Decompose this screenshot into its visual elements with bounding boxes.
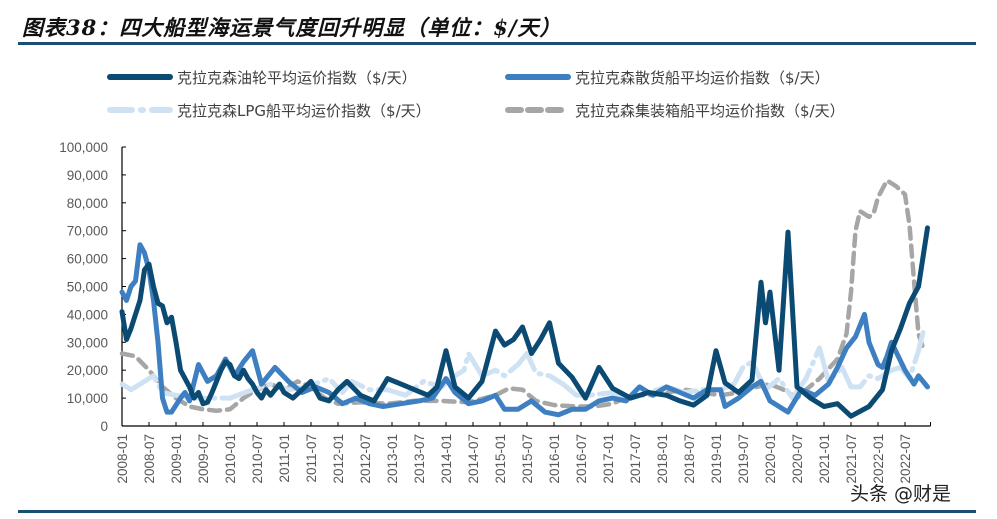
x-tick-label: 2014-01 — [439, 434, 454, 484]
x-tick-label: 2009-07 — [196, 434, 211, 484]
x-tick-label: 2016-01 — [547, 434, 562, 484]
x-tick-label: 2012-07 — [358, 434, 373, 484]
x-tick-label: 2022-01 — [871, 434, 886, 484]
series-line-3 — [119, 178, 926, 413]
x-tick-label: 2022-07 — [898, 434, 913, 484]
x-tick-label: 2019-01 — [709, 434, 724, 484]
title-rule — [18, 42, 976, 45]
footer-rule — [18, 510, 976, 513]
x-tick-label: 2020-07 — [790, 434, 805, 484]
y-tick-label: 10,000 — [67, 391, 108, 406]
x-tick-label: 2014-07 — [466, 434, 481, 484]
x-tick-label: 2011-07 — [304, 434, 319, 483]
watermark: 头条 @财是 — [850, 483, 952, 505]
chart-title: 图表38：四大船型海运景气度回升明显（单位：$/天） — [22, 15, 562, 40]
y-tick-label: 30,000 — [67, 335, 108, 350]
y-tick-label: 90,000 — [67, 168, 108, 183]
series-line-1 — [119, 242, 930, 418]
x-tick-label: 2015-07 — [520, 434, 535, 484]
y-tick-label: 80,000 — [67, 196, 108, 211]
y-tick-label: 50,000 — [67, 280, 108, 295]
x-tick-label: 2016-07 — [574, 434, 589, 484]
x-tick-label: 2018-07 — [682, 434, 697, 484]
x-tick-label: 2008-01 — [115, 434, 130, 484]
x-tick-label: 2013-01 — [385, 434, 400, 484]
legend-label-3: 克拉克森集装箱船平均运价指数（$/天） — [575, 102, 845, 120]
series-group — [119, 178, 930, 419]
series-line-2 — [119, 330, 926, 401]
x-tick-label: 2008-07 — [142, 434, 157, 484]
y-tick-label: 40,000 — [67, 307, 108, 322]
x-tick-label: 2013-07 — [412, 434, 427, 484]
x-tick-label: 2021-01 — [817, 434, 832, 484]
x-tick-label: 2021-07 — [844, 434, 859, 484]
x-tick-label: 2017-07 — [628, 434, 643, 484]
x-tick-label: 2020-01 — [763, 434, 778, 484]
x-tick-label: 2012-01 — [331, 434, 346, 484]
legend-label-0: 克拉克森油轮平均运价指数（$/天） — [177, 69, 417, 87]
x-tick-label: 2017-01 — [601, 434, 616, 484]
legend: 克拉克森油轮平均运价指数（$/天） 克拉克森散货船平均运价指数（$/天） 克拉克森L… — [107, 69, 845, 120]
x-tick-label: 2015-01 — [493, 434, 508, 484]
x-tick-label: 2009-01 — [169, 434, 184, 484]
y-tick-label: 0 — [100, 419, 108, 434]
x-tick-label: 2019-07 — [736, 434, 751, 484]
y-tick-label: 60,000 — [67, 252, 108, 267]
y-tick-label: 100,000 — [59, 140, 108, 155]
y-tick-label: 70,000 — [67, 224, 108, 239]
x-tick-label: 2010-07 — [250, 434, 265, 484]
legend-label-2: 克拉克森LPG船平均运价指数（$/天） — [177, 102, 431, 120]
series-line-0 — [119, 225, 930, 419]
y-tick-label: 20,000 — [67, 363, 108, 378]
x-tick-label: 2018-01 — [655, 434, 670, 484]
legend-label-1: 克拉克森散货船平均运价指数（$/天） — [575, 69, 830, 87]
x-tick-label: 2011-01 — [277, 434, 292, 483]
axes: 0 10,000 20,000 30,000 40,000 50,000 60,000 70,… — [59, 140, 931, 484]
x-tick-label: 2010-01 — [223, 434, 238, 484]
